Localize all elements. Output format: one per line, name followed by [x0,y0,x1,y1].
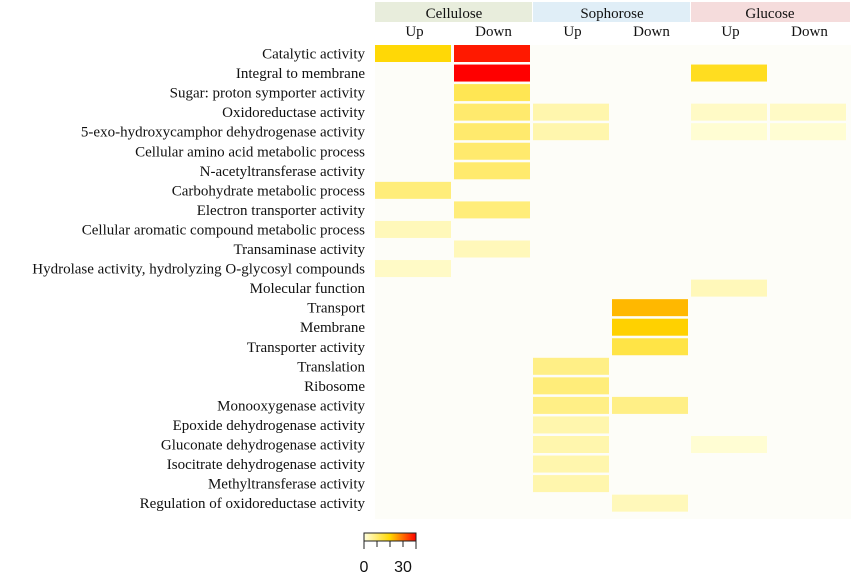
heatmap-cell [612,338,688,356]
column-label: Up [563,24,581,40]
legend-min-label: 0 [360,559,369,576]
heatmap-cell [454,162,530,180]
heatmap-cell [533,103,609,121]
heatmap-cell [691,279,767,297]
column-label: Up [721,24,739,40]
row-label: Integral to membrane [236,66,365,82]
row-label: Epoxide dehydrogenase activity [173,418,366,434]
row-label: Carbohydrate metabolic process [172,183,365,199]
group-header-label: Glucose [745,6,794,22]
group-headers: Cellulose Sophorose Glucose [375,2,850,22]
heatmap-cell [533,436,609,453]
group-header-label: Sophorose [580,6,644,22]
row-label: Membrane [300,320,365,336]
row-label: Gluconate dehydrogenase activity [161,438,366,454]
row-label: Isocitrate dehydrogenase activity [167,457,366,473]
row-label: Catalytic activity [262,47,365,63]
heatmap-cell [770,123,846,141]
row-label: Transporter activity [247,340,366,356]
heatmap-cell [533,416,609,434]
heatmap-cell [454,84,530,102]
row-label: Sugar: proton symporter activity [170,86,366,102]
group-header-bg [375,2,532,22]
heatmap-cell [533,455,609,473]
heatmap-cell [612,318,688,336]
row-label: Cellular amino acid metabolic process [135,144,365,160]
heatmap-cell [533,396,609,414]
column-label: Down [475,24,512,40]
heatmap-cell [691,123,767,141]
legend-max-label: 30 [394,559,412,576]
group-header-label: Cellulose [426,6,483,22]
heatmap-cell [533,357,609,375]
row-labels: Catalytic activity Integral to membrane Su… [32,47,366,513]
heatmap-cell [375,45,451,62]
column-label: Down [791,24,828,40]
heatmap-cell [375,181,451,199]
heatmap-cell [454,64,530,82]
heatmap-cell [770,103,846,121]
heatmap-cell [533,475,609,493]
heatmap-cell [691,103,767,121]
heatmap-cell [454,123,530,141]
row-label: 5-exo-hydroxycamphor dehydrogenase activ… [81,125,366,141]
row-label: Electron transporter activity [197,203,366,219]
row-label: Regulation of oxidoreductase activity [140,496,366,512]
group-header-bg [533,2,690,22]
heatmap-cell [691,436,767,453]
row-label: Molecular function [250,281,366,297]
row-label: Hydrolase activity, hydrolyzing O-glycos… [32,262,365,278]
heatmap-cells [375,45,846,512]
column-headers: Up Down Up Down Up Down [405,24,828,40]
heatmap-cell [454,142,530,160]
row-label: N-acetyltransferase activity [200,164,366,180]
column-label: Up [405,24,423,40]
heatmap-cell [454,201,530,219]
heatmap-cell [454,240,530,258]
row-label: Cellular aromatic compound metabolic pro… [82,222,365,238]
heatmap-cell [533,123,609,141]
heatmap-cell [454,45,530,62]
heatmap-cell [454,103,530,121]
heatmap-cell [375,220,451,238]
heatmap-cell [691,64,767,82]
heatmap-cell [612,396,688,414]
row-label: Methyltransferase activity [208,477,366,493]
heatmap-cell [612,299,688,317]
color-legend: 0 30 [360,532,417,576]
row-label: Monooxygenase activity [217,398,365,414]
group-header-bg [691,2,850,22]
heatmap-cell [612,494,688,512]
column-label: Down [633,24,670,40]
row-label: Ribosome [304,379,365,395]
heatmap-cell [375,260,451,278]
legend-colorbar [363,532,417,542]
row-label: Transport [307,301,366,317]
row-label: Oxidoreductase activity [222,105,365,121]
row-label: Transaminase activity [233,242,365,258]
heatmap-cell [533,377,609,395]
row-label: Translation [297,359,365,375]
